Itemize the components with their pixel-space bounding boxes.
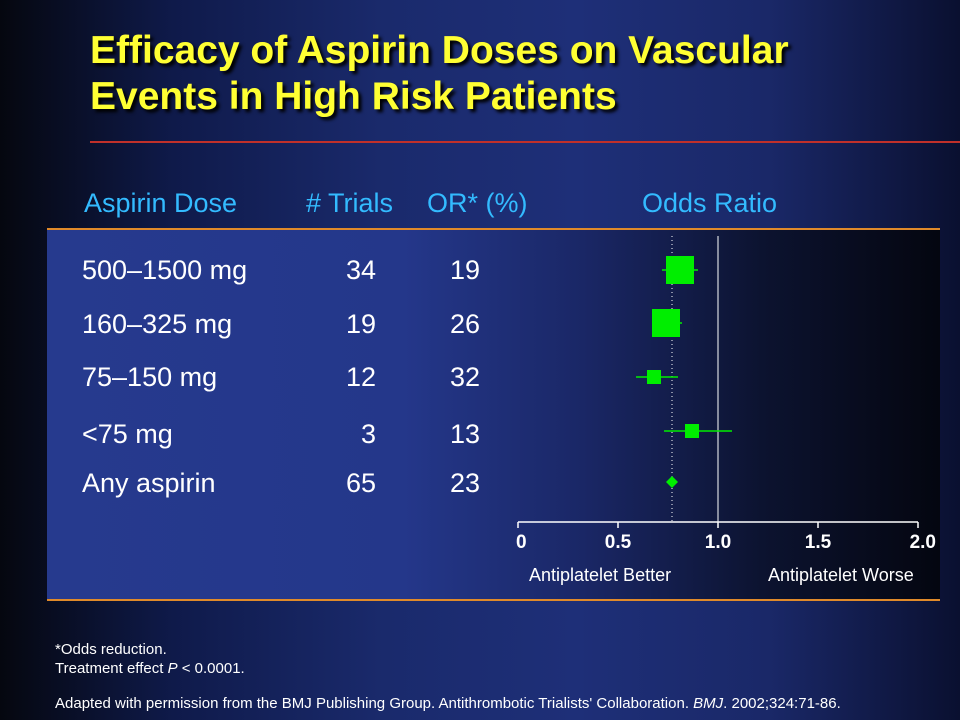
title-divider <box>90 141 960 143</box>
row-trials: 19 <box>345 309 376 339</box>
row-trials: 65 <box>345 468 376 498</box>
x-tick-label: 2.0 <box>910 532 936 553</box>
pooled-diamond-marker <box>666 476 678 488</box>
row-trials: 34 <box>345 255 376 285</box>
row-trials: 12 <box>345 362 376 392</box>
data-panel <box>47 228 940 601</box>
footnote-text: < 0.0001. <box>177 660 245 677</box>
footnote-treatment-effect: Treatment effect P < 0.0001. <box>55 660 245 677</box>
citation-journal: BMJ <box>693 695 724 712</box>
row-dose: Any aspirin <box>82 468 216 498</box>
x-tick-label: 1.0 <box>705 532 731 553</box>
citation-text: Adapted with permission from the BMJ Pub… <box>55 695 694 712</box>
header-or: OR* (%) <box>427 188 528 218</box>
row-dose: 500–1500 mg <box>82 255 248 285</box>
point-estimate-marker <box>647 370 661 384</box>
header-trials: # Trials <box>306 188 394 218</box>
x-tick-label: 0.5 <box>605 532 632 553</box>
footnote-odds-reduction: *Odds reduction. <box>55 641 167 658</box>
point-estimate-marker <box>652 309 680 337</box>
row-or: 13 <box>449 419 480 449</box>
x-tick-label: 1.5 <box>805 532 832 553</box>
header-odds-ratio: Odds Ratio <box>642 188 778 218</box>
point-estimate-marker <box>685 424 699 438</box>
row-or: 32 <box>449 362 480 392</box>
row-or: 19 <box>449 255 480 285</box>
point-estimate-marker <box>666 256 694 284</box>
footnote-citation: Adapted with permission from the BMJ Pub… <box>55 695 841 712</box>
row-or: 23 <box>449 468 480 498</box>
footnote-text: Treatment effect <box>55 660 168 677</box>
x-tick-label: 0 <box>516 532 527 553</box>
row-dose: 160–325 mg <box>82 309 233 339</box>
antiplatelet-better-label: Antiplatelet Better <box>529 565 672 585</box>
row-dose: 75–150 mg <box>82 362 218 392</box>
header-aspirin-dose: Aspirin Dose <box>84 188 238 218</box>
row-or: 26 <box>449 309 480 339</box>
citation-text: . 2002;324:71-86. <box>723 695 841 712</box>
title-line-1: Efficacy of Aspirin Doses on Vascular <box>90 29 789 72</box>
footnote-p: P <box>167 660 178 677</box>
row-trials: 3 <box>360 419 376 449</box>
antiplatelet-worse-label: Antiplatelet Worse <box>768 565 914 585</box>
row-dose: <75 mg <box>82 419 173 449</box>
title-line-2: Events in High Risk Patients <box>90 75 617 118</box>
slide-title: Efficacy of Aspirin Doses on Vascular Ev… <box>90 28 950 120</box>
